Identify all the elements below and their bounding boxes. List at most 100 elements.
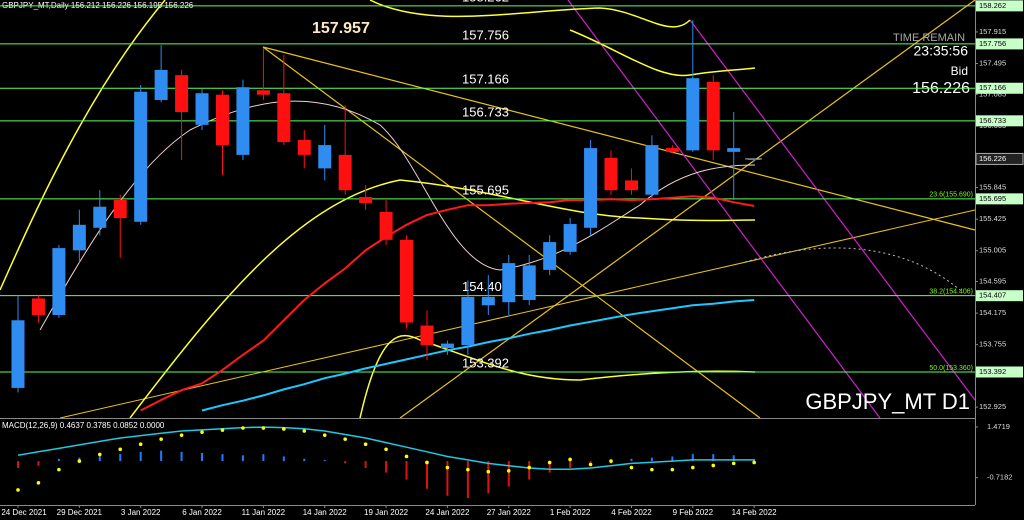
signal-dot (445, 465, 450, 470)
trendline (59, 209, 976, 419)
time-label: TIME REMAIN (893, 32, 965, 44)
candle-body (624, 180, 638, 191)
level-tag-label: 155.695 (979, 194, 1006, 203)
trendline (262, 46, 761, 419)
moving-average (140, 195, 755, 412)
y-tick-label: 155.845 (979, 183, 1006, 192)
y-tick-label: 1.4719 (987, 422, 1010, 431)
signal-dot (425, 460, 429, 465)
macd-label: MACD(12,26,9) 0.4637 0.3785 0.0852 0.000… (2, 421, 165, 430)
candle-body (175, 75, 189, 113)
y-tick-label: 152.925 (979, 402, 1006, 411)
signal-dot (363, 442, 368, 446)
signal-dot (179, 433, 184, 437)
level-tag (976, 115, 1023, 127)
signal-dot (568, 457, 572, 462)
candle-body (113, 199, 127, 219)
candle-body (563, 224, 577, 252)
trendline (262, 46, 976, 231)
level-tag (976, 290, 1023, 302)
candle-body (522, 265, 536, 300)
fib-label: 50.0(153.360) (929, 365, 973, 372)
signal-dot (547, 460, 552, 465)
candle-body (11, 320, 25, 388)
signal-dot (159, 437, 163, 441)
bid-tag-label: 156.226 (979, 154, 1006, 163)
signal-dot (404, 454, 409, 459)
candle-body (706, 81, 720, 151)
signal-dot (731, 461, 736, 466)
level-tag-label: 153.392 (979, 367, 1006, 376)
bid-tag (975, 152, 1024, 165)
signal-dot (466, 467, 470, 472)
candle-body (338, 154, 352, 191)
y-tick-label: 157.085 (979, 89, 1006, 98)
level-tag (976, 82, 1023, 94)
signal-dot (322, 433, 327, 437)
candle-body (134, 91, 148, 222)
x-tick-label: 4 Feb 2022 (611, 508, 652, 517)
level-label: 157.756 (462, 27, 509, 42)
level-label: 155.695 (462, 182, 509, 197)
ma-line (39, 100, 756, 331)
candle-body (277, 93, 291, 143)
candle-body (297, 139, 311, 155)
level-tag (976, 193, 1023, 205)
candle-body (543, 242, 557, 270)
level-tag-label: 154.407 (979, 291, 1006, 300)
signal-dot (57, 467, 61, 472)
y-tick-label: 155.425 (979, 214, 1006, 223)
level-tag (976, 38, 1023, 50)
level-tag-label: 157.756 (979, 39, 1006, 48)
signal-dot (670, 467, 675, 472)
trendline (399, 0, 976, 419)
level-tag-label: 157.166 (979, 83, 1006, 92)
fib-label: 38.2(154.406) (929, 289, 973, 296)
level-label: 157.166 (462, 72, 509, 87)
band-line (129, 179, 756, 419)
time-remaining: 23:35:56 (914, 43, 969, 59)
candle-body (236, 87, 250, 155)
candle-body (318, 145, 332, 169)
y-tick-label: 157.495 (979, 59, 1006, 68)
candle-body (440, 343, 454, 349)
x-tick-label: 1 Feb 2022 (550, 508, 591, 517)
y-tick-label: 157.915 (979, 27, 1006, 36)
y-tick-label: 154.595 (979, 277, 1006, 286)
macd-line (17, 426, 755, 470)
candle-body (52, 248, 66, 316)
candle-body (502, 263, 516, 303)
trendlines (0, 0, 976, 419)
candle-body (645, 145, 659, 195)
level-label: 156.733 (462, 104, 509, 119)
band-line (369, 0, 691, 28)
signal-dot (16, 488, 20, 492)
signal-dot (629, 465, 634, 470)
x-tick-label: 24 Dec 2021 (1, 508, 47, 517)
high-label: 157.957 (312, 20, 370, 37)
candle-body (93, 206, 107, 228)
signal-dot (302, 429, 307, 433)
candle-body (359, 196, 373, 203)
x-tick-label: 29 Dec 2021 (57, 508, 103, 517)
symbol-label: GBPJPY_MT D1 (805, 389, 970, 414)
x-tick-label: 14 Jan 2022 (303, 508, 348, 517)
y-tick-label: 154.175 (979, 308, 1006, 317)
candle-body (31, 298, 45, 316)
candle-body (481, 296, 495, 306)
channel-line (567, 0, 881, 419)
x-tick-label: 6 Jan 2022 (182, 508, 222, 517)
signal-dot (752, 460, 756, 465)
signal-dot (486, 469, 491, 474)
signal-dot (118, 447, 123, 452)
band-line (569, 29, 756, 77)
signal-dot (691, 465, 695, 470)
signal-dot (220, 428, 225, 432)
signal-dot (527, 465, 532, 470)
candle-body (604, 157, 618, 191)
candle-body (686, 78, 700, 151)
signal-dot (711, 463, 716, 468)
signal-dot (77, 459, 82, 463)
candle-body (400, 239, 414, 323)
